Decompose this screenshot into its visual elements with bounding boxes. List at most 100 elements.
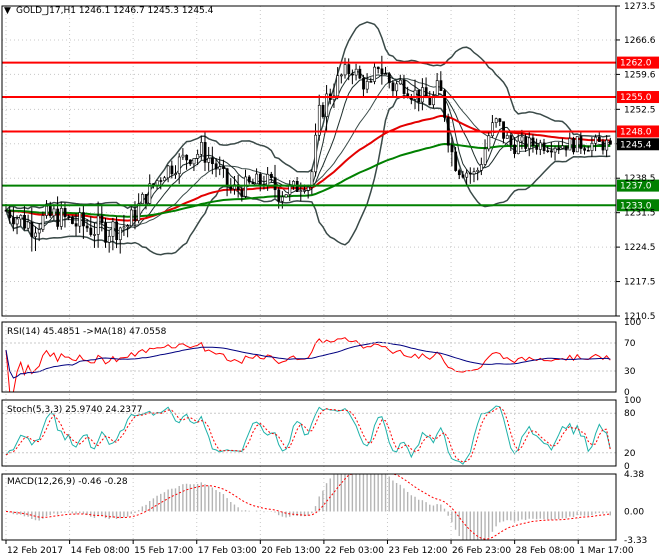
- candle-body: [107, 235, 111, 243]
- candle-body: [104, 222, 107, 243]
- candle-body: [314, 134, 318, 173]
- candle-body: [539, 142, 542, 150]
- candle-body: [52, 208, 56, 217]
- price-tick-label: 1231.5: [624, 209, 656, 219]
- candle-body: [553, 147, 557, 153]
- candle-body: [516, 140, 520, 154]
- candle-body: [457, 170, 461, 176]
- macd-title: MACD(12,26,9) -0.46 -0.28: [7, 477, 128, 487]
- candle-body: [476, 169, 480, 172]
- candle-body: [159, 180, 163, 182]
- candle-body: [82, 212, 85, 227]
- symbol-menu-arrow[interactable]: ▼: [4, 6, 11, 16]
- candle-body: [255, 173, 259, 185]
- candle-body: [527, 137, 531, 149]
- candle-body: [365, 81, 369, 90]
- candle-body: [546, 150, 550, 153]
- candle-body: [222, 166, 225, 169]
- candle-body: [524, 136, 528, 149]
- candle-body: [531, 137, 535, 146]
- rsi-panel[interactable]: [2, 337, 616, 393]
- candle-body: [118, 227, 122, 241]
- macd-panel[interactable]: [5, 473, 612, 540]
- macd-tick-label: 0.00: [624, 507, 644, 517]
- time-tick-label: 23 Feb 12:00: [388, 546, 447, 556]
- candle-body: [520, 136, 524, 142]
- candle-body: [550, 150, 553, 153]
- candle-body: [12, 217, 15, 225]
- candle-body: [557, 147, 561, 150]
- level-price-tag: [617, 56, 659, 69]
- candle-body: [251, 181, 255, 185]
- grid: [2, 5, 616, 540]
- price-panel[interactable]: [2, 21, 616, 256]
- candle-body: [100, 215, 104, 224]
- level-price-label: 1248.0: [620, 127, 652, 137]
- level-price-tag: [617, 91, 659, 104]
- rsi-line: [5, 337, 611, 393]
- candle-body: [71, 216, 74, 224]
- candle-body: [443, 90, 446, 118]
- candle-body: [266, 173, 270, 187]
- candle-body: [192, 158, 196, 165]
- candle-body: [568, 138, 572, 151]
- candle-body: [181, 154, 185, 158]
- candle-body: [85, 225, 89, 229]
- level-price-tag: [617, 199, 659, 212]
- candle-body: [468, 172, 472, 175]
- candle-body: [23, 215, 26, 229]
- time-tick-label: 26 Feb 23:00: [452, 546, 511, 556]
- candle-body: [465, 172, 469, 178]
- candle-body: [281, 196, 284, 202]
- time-tick-label: 15 Feb 17:00: [134, 546, 193, 556]
- stoch-tick-label: 80: [624, 409, 636, 419]
- rsi-ma-line: [5, 341, 611, 379]
- candle-body: [583, 148, 587, 151]
- candle-body: [594, 136, 598, 144]
- stoch-tick-label: 100: [624, 396, 641, 406]
- candle-body: [34, 232, 37, 237]
- candle-body: [605, 139, 609, 151]
- candle-body: [41, 215, 45, 230]
- candle-body: [133, 209, 137, 221]
- candle-body: [343, 64, 347, 76]
- candle-body: [310, 171, 314, 188]
- candle-body: [513, 144, 517, 154]
- panel-frame: [1, 5, 617, 317]
- stochastic-panel[interactable]: [2, 405, 616, 465]
- candle-body: [174, 173, 178, 175]
- level-price-label: 1255.0: [620, 93, 652, 103]
- candle-body: [428, 97, 432, 106]
- candle-body: [586, 149, 590, 152]
- candle-body: [203, 142, 207, 163]
- level-price-tag: [617, 125, 659, 138]
- candle-body: [115, 221, 119, 241]
- candle-body: [472, 171, 476, 175]
- time-tick-label: 20 Feb 13:00: [261, 546, 320, 556]
- candle-body: [126, 225, 130, 228]
- candle-body: [19, 215, 23, 220]
- bollinger-upper-band: [5, 21, 611, 211]
- candle-body: [354, 68, 358, 76]
- candle-body: [505, 135, 509, 139]
- candle-body: [163, 177, 166, 181]
- candle-body: [380, 68, 384, 75]
- candle-body: [494, 118, 498, 123]
- candle-body: [454, 151, 458, 171]
- candle-body: [579, 136, 583, 149]
- candle-body: [284, 194, 288, 198]
- candle-body: [340, 74, 343, 77]
- time-tick-label: 28 Feb 08:00: [516, 546, 575, 556]
- candle-body: [376, 66, 380, 70]
- price-tick-label: 1210.5: [624, 312, 656, 322]
- price-tick-label: 1252.5: [624, 105, 656, 115]
- candle-body: [351, 73, 354, 76]
- macd-signal-line: [5, 473, 611, 540]
- candle-body: [306, 186, 310, 191]
- candle-body: [321, 104, 325, 117]
- stoch-main-line: [5, 405, 611, 465]
- candle-body: [421, 87, 424, 103]
- candle-body: [487, 135, 491, 150]
- candle-body: [185, 154, 189, 161]
